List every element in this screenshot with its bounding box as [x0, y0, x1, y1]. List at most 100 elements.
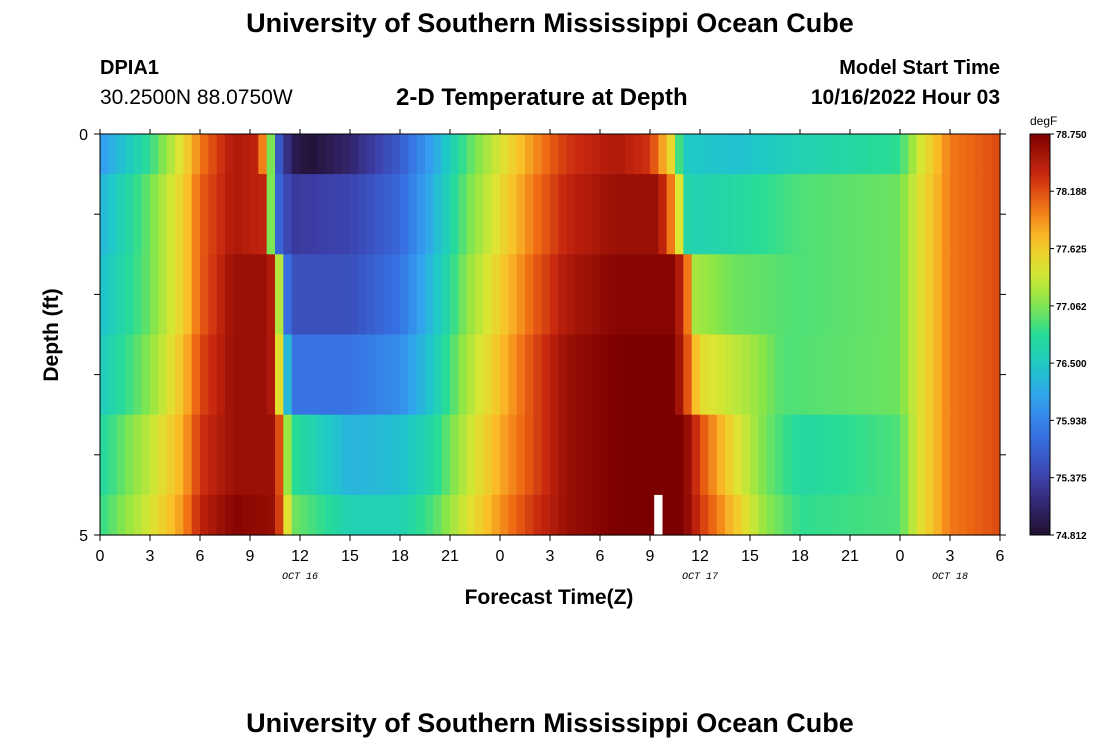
heatmap-cell	[625, 254, 634, 336]
x-tick-label: 0	[896, 548, 905, 565]
heatmap-cell	[800, 254, 809, 336]
heatmap-cell	[766, 134, 776, 175]
heatmap-cell	[508, 334, 518, 416]
heatmap-cell	[433, 134, 443, 175]
heatmap-cell	[291, 254, 301, 336]
heatmap-cell	[408, 174, 418, 255]
heatmap-cell	[775, 334, 784, 416]
heatmap-cell	[808, 334, 818, 416]
heatmap-cell	[125, 334, 134, 416]
heatmap-cell	[341, 174, 351, 255]
heatmap-cell	[100, 134, 109, 175]
heatmap-cell	[258, 254, 268, 336]
heatmap-cell	[858, 494, 868, 536]
heatmap-cell	[358, 254, 368, 336]
heatmap-cell	[508, 254, 518, 336]
heatmap-cell	[283, 134, 293, 175]
heatmap-cell	[825, 414, 834, 496]
heatmap-cell	[666, 494, 676, 536]
heatmap-cell	[608, 414, 618, 496]
heatmap-cell	[300, 134, 309, 175]
x-tick-label: 3	[546, 548, 555, 565]
heatmap-cell	[350, 334, 359, 416]
heatmap-cell	[900, 174, 909, 255]
x-tick-label: 9	[246, 548, 255, 565]
heatmap-cell	[233, 174, 243, 255]
heatmap-cell	[300, 254, 309, 336]
heatmap-cell	[916, 254, 926, 336]
heatmap-cell	[241, 134, 251, 175]
heatmap-cell	[825, 134, 834, 175]
heatmap-cell	[333, 174, 343, 255]
heatmap-cell	[508, 494, 518, 536]
heatmap-cell	[800, 134, 809, 175]
heatmap-cell	[250, 494, 259, 536]
heatmap-cell	[250, 334, 259, 416]
heatmap-cell	[591, 254, 601, 336]
heatmap-cell	[116, 334, 126, 416]
heatmap-cell	[991, 414, 1001, 496]
heatmap-cell	[383, 134, 393, 175]
heatmap-cell	[275, 494, 284, 536]
heatmap-cell	[991, 134, 1001, 175]
heatmap-cell	[883, 134, 893, 175]
heatmap-cell	[741, 494, 751, 536]
heatmap-cell	[766, 494, 776, 536]
heatmap-cell	[816, 134, 826, 175]
heatmap-cell	[333, 334, 343, 416]
heatmap-cell	[383, 334, 393, 416]
heatmap-cell	[933, 174, 943, 255]
heatmap-cell	[416, 134, 426, 175]
heatmap-cell	[633, 334, 643, 416]
heatmap-cell	[450, 134, 459, 175]
heatmap-cell	[500, 494, 509, 536]
heatmap-cell	[683, 134, 693, 175]
heatmap-cell	[233, 334, 243, 416]
x-tick-label: 21	[441, 548, 459, 565]
heatmap-cell	[950, 414, 959, 496]
heatmap-cell	[875, 334, 884, 416]
heatmap-cell	[466, 254, 476, 336]
heatmap-cell	[791, 254, 801, 336]
heatmap-cell	[891, 494, 901, 536]
heatmap-cell	[808, 494, 818, 536]
heatmap-cell	[216, 254, 226, 336]
heatmap-cell	[691, 254, 701, 336]
heatmap-cell	[841, 174, 851, 255]
heatmap-cell	[233, 134, 243, 175]
heatmap-cell	[533, 494, 543, 536]
heatmap-cell	[900, 134, 909, 175]
heatmap-cell	[308, 414, 318, 496]
heatmap-cell	[550, 254, 559, 336]
heatmap-cell	[608, 174, 618, 255]
heatmap-cell	[141, 414, 151, 496]
heatmap-cell	[266, 174, 276, 255]
heatmap-cell	[491, 334, 501, 416]
heatmap-cell	[316, 174, 326, 255]
heatmap-cell	[766, 414, 776, 496]
heatmap-cell	[441, 494, 451, 536]
heatmap-cell	[391, 414, 401, 496]
heatmap-cell	[716, 414, 726, 496]
heatmap-cell	[108, 334, 118, 416]
model-start-label: Model Start Time	[839, 57, 1000, 79]
heatmap-cell	[391, 254, 401, 336]
heatmap-cell	[391, 494, 401, 536]
heatmap-cell	[150, 254, 159, 336]
heatmap-cell	[600, 134, 609, 175]
heatmap-cell	[983, 134, 993, 175]
heatmap-cell	[891, 254, 901, 336]
heatmap-cell	[241, 494, 251, 536]
heatmap-cell	[441, 334, 451, 416]
heatmap-cell	[250, 174, 259, 255]
heatmap-cell	[858, 134, 868, 175]
x-axis-label: Forecast Time(Z)	[465, 586, 634, 609]
heatmap-cell	[350, 414, 359, 496]
heatmap-cell	[533, 254, 543, 336]
x-tick-label: 18	[791, 548, 809, 565]
heatmap-cell	[383, 174, 393, 255]
heatmap-cell	[883, 334, 893, 416]
heatmap-cell	[183, 494, 193, 536]
heatmap-cell	[850, 334, 859, 416]
heatmap-cell	[425, 414, 434, 496]
